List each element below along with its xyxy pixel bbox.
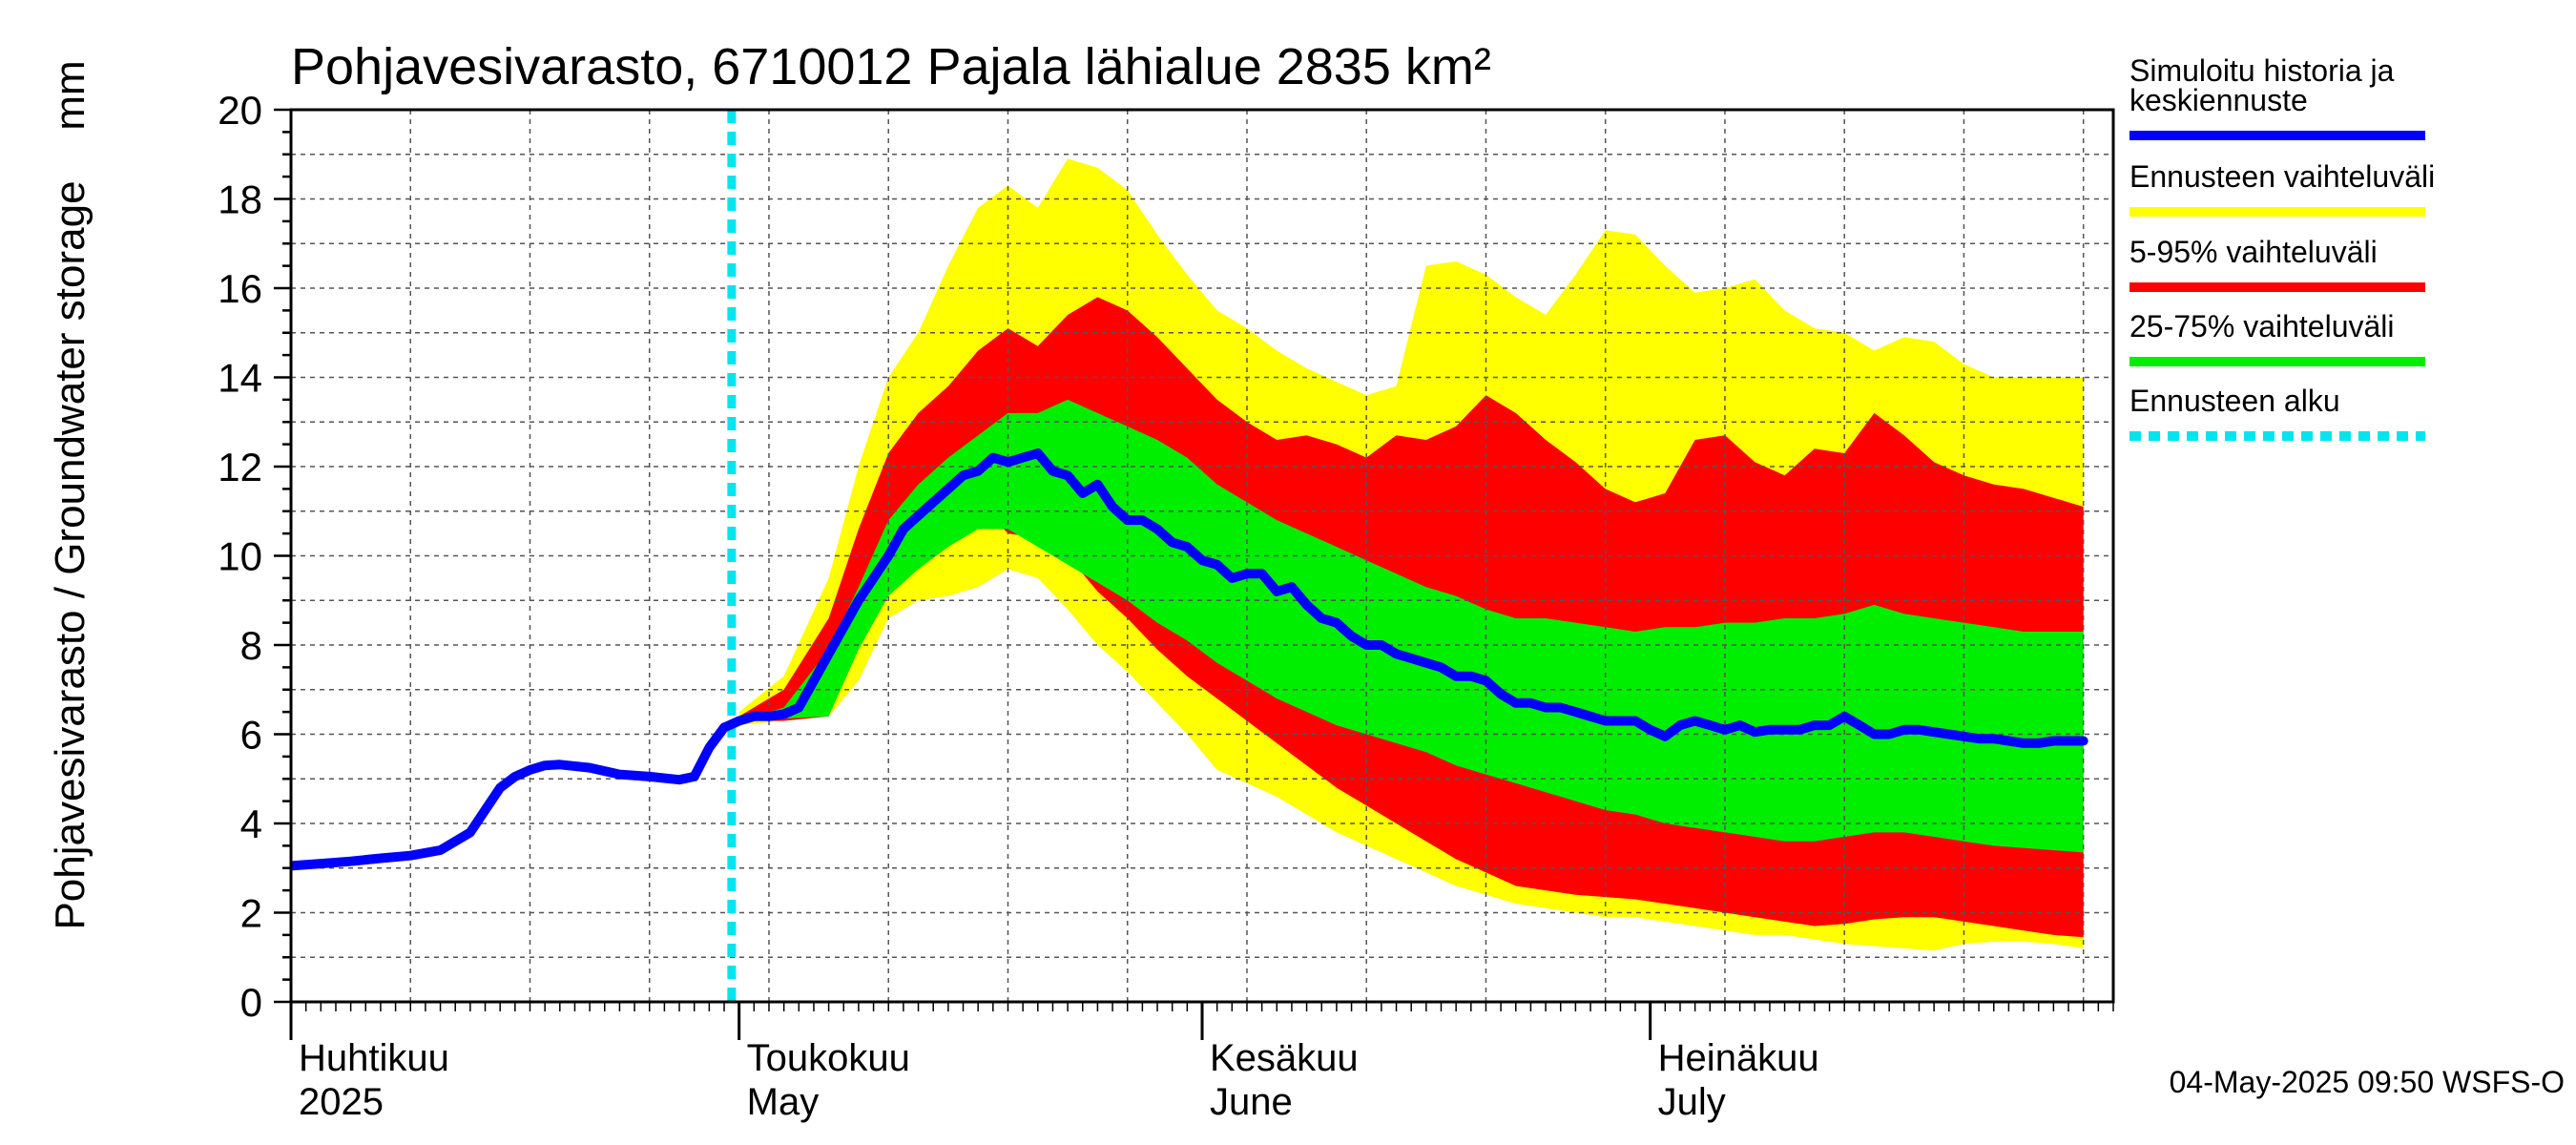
month-label-fi: Huhtikuu: [299, 1037, 449, 1079]
legend-label: 25-75% vaihteluväli: [2129, 309, 2395, 344]
y-tick-label: 12: [218, 445, 262, 489]
month-label-en: July: [1658, 1081, 1726, 1123]
y-tick-label: 14: [218, 356, 262, 401]
month-label-en: May: [747, 1081, 820, 1123]
chart-title: Pohjavesivarasto, 6710012 Pajala lähialu…: [291, 38, 1491, 95]
y-tick-label: 0: [240, 980, 262, 1025]
y-tick-label: 2: [240, 891, 262, 936]
month-label-fi: Heinäkuu: [1658, 1037, 1819, 1079]
legend-label: Simuloitu historia ja: [2129, 53, 2395, 88]
legend-label: Ennusteen alku: [2129, 384, 2340, 418]
band-3: [738, 399, 2084, 853]
y-tick-label: 18: [218, 177, 262, 222]
y-tick-label: 16: [218, 266, 262, 311]
month-label-en: June: [1210, 1081, 1293, 1123]
axes: [274, 108, 2115, 1040]
legend-label: 5-95% vaihteluväli: [2129, 235, 2378, 269]
month-label-fi: Kesäkuu: [1210, 1037, 1359, 1079]
y-axis-label: Pohjavesivarasto / Groundwater storage: [47, 180, 93, 929]
y-axis-unit: mm: [47, 60, 93, 130]
y-tick-labels: 0 2 4 6 8 10 12 14 16 18 20: [218, 88, 262, 1025]
legend-label: Ennusteen vaihteluväli: [2129, 159, 2435, 194]
forecast-bands: [738, 158, 2084, 951]
mean-series-line: [291, 448, 2088, 871]
legend-label: keskiennuste: [2129, 83, 2308, 117]
month-label-fi: Toukokuu: [747, 1037, 910, 1079]
grid: [291, 110, 2113, 1002]
y-tick-label: 20: [218, 88, 262, 133]
y-tick-label: 8: [240, 623, 262, 668]
y-tick-label: 4: [240, 802, 262, 846]
month-label-en: 2025: [299, 1081, 384, 1123]
series-lines: [291, 110, 2088, 1002]
y-tick-label: 10: [218, 534, 262, 579]
timestamp: 04-May-2025 09:50 WSFS-O: [2170, 1065, 2565, 1099]
y-tick-label: 6: [240, 713, 262, 758]
